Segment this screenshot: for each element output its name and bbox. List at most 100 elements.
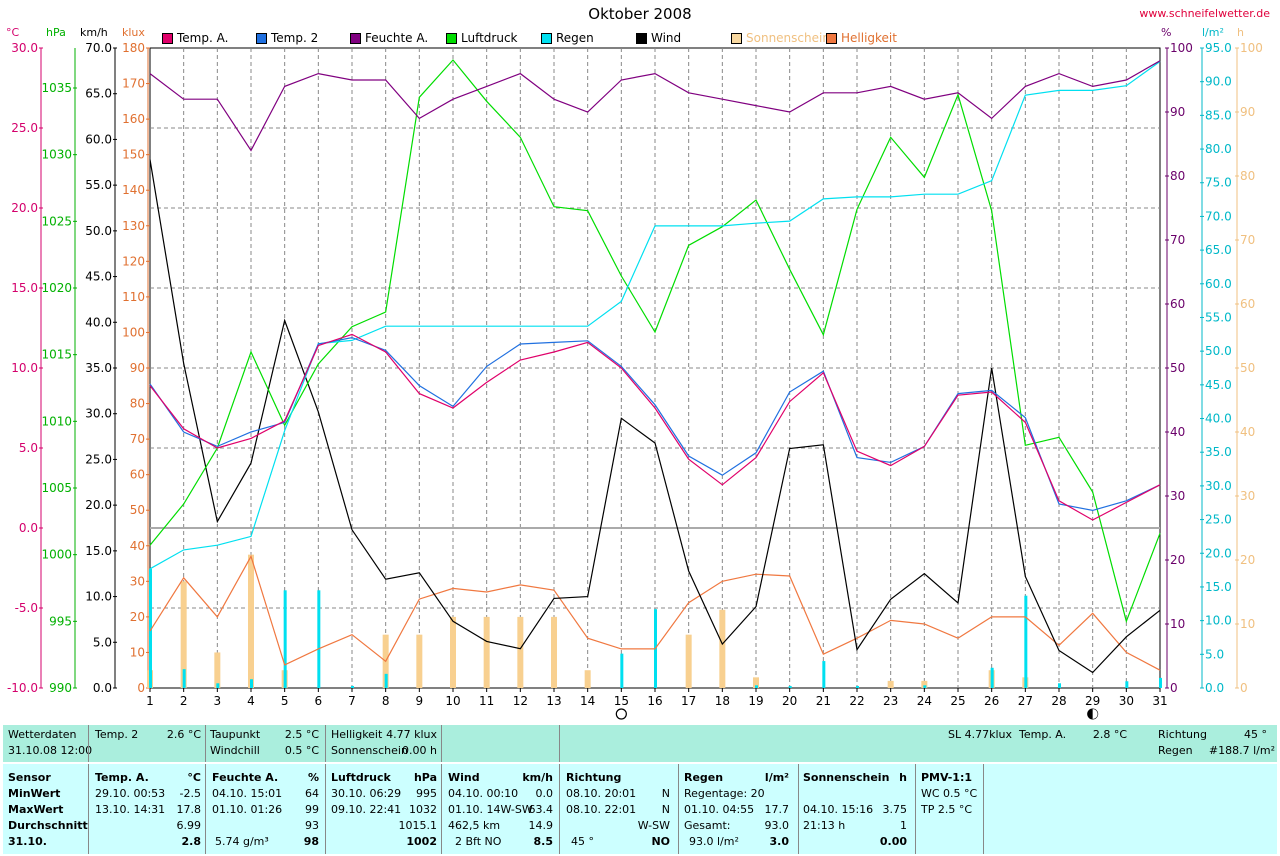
left-axis-tick-label: 20	[130, 610, 145, 624]
right-axis-tick-label: 50	[1240, 361, 1255, 375]
rain-daily-bar	[283, 590, 287, 688]
current-data-panel: Wetterdaten 31.10.08 12:00 Temp. 2 2.6 °…	[3, 725, 1277, 762]
chart-area: 1 2 3 4 5 6 7 8 9 10 11 12 13 14 15 16 17 18 19 20 21 22 23 24 2…	[7, 41, 1263, 720]
rain-daily-bar	[856, 685, 859, 688]
rain-daily-bar	[822, 661, 826, 688]
x-tick-label: 12	[513, 694, 528, 708]
legend-label: Sonnenschein	[746, 31, 830, 45]
axis-unit-sun: h	[1237, 26, 1244, 39]
sunshine-bar	[416, 634, 423, 688]
luftdruck-avg: 1015.1	[398, 819, 438, 832]
series-luftdruck	[149, 59, 1161, 624]
legend-item: Wind	[636, 31, 681, 45]
right-axis-tick-label: 40	[1170, 425, 1185, 439]
x-tick-label: 26	[984, 694, 999, 708]
axis-unit-temp: °C	[6, 26, 20, 39]
richtung-avg: W-SW	[637, 819, 670, 832]
regentage: Regentage: 20	[684, 787, 765, 800]
helligkeit-value: 4.77 klux	[386, 728, 437, 741]
right-axis-tick-label: 30	[1240, 489, 1255, 503]
sensor-header: Sensor	[8, 771, 51, 784]
regen-unit: l/m²	[764, 771, 789, 784]
regen-current: 3.0	[769, 835, 790, 848]
rain-daily-bar	[317, 590, 321, 688]
x-tick-label: 28	[1051, 694, 1066, 708]
left-axis-tick-label: 1010	[41, 414, 72, 428]
moon-icon-half	[1092, 709, 1098, 719]
right-axis-tick-label: 90	[1170, 105, 1185, 119]
tempa-unit: °C	[187, 771, 201, 784]
rain-daily-bar	[1159, 677, 1162, 688]
left-axis-tick-label: 100	[122, 325, 145, 339]
pmv-wc: WC 0.5 °C	[921, 787, 978, 800]
rain-daily-bar	[620, 653, 624, 688]
tempa-current: 2.8	[181, 835, 202, 848]
left-axis-tick-label: 30.0	[11, 41, 38, 55]
wind-header: Wind	[448, 771, 480, 784]
richtung-header: Richtung	[566, 771, 622, 784]
left-axis-tick-label: 130	[122, 219, 145, 233]
left-axis-tick-label: 110	[122, 290, 145, 304]
tempa-min-value: -2.5	[179, 787, 201, 800]
regen-value: #188.7 l/m²	[1208, 744, 1275, 757]
axis-unit-lux: klux	[122, 26, 145, 39]
sonne-max-value: 3.75	[882, 803, 908, 816]
right-axis-tick-label: 60.0	[1205, 277, 1232, 291]
right-axis-tick-label: 95.0	[1205, 41, 1232, 55]
right-axis-tick-label: 45.0	[1205, 378, 1232, 392]
right-axis-tick-label: 70	[1170, 233, 1185, 247]
right-axis-tick-label: 100	[1240, 41, 1263, 55]
right-axis-tick-label: 90	[1240, 105, 1255, 119]
right-axis-tick-label: 85.0	[1205, 108, 1232, 122]
legend-swatch	[162, 32, 173, 44]
right-axis-tick-label: 55.0	[1205, 310, 1232, 324]
left-axis-tick-label: 65.0	[85, 87, 112, 101]
legend-swatch	[826, 32, 837, 44]
left-axis-tick-label: 50.0	[85, 224, 112, 238]
right-axis-tick-label: 0	[1170, 681, 1178, 695]
left-axis-tick-label: 60	[130, 468, 145, 482]
x-tick-label: 10	[445, 694, 460, 708]
x-tick-label: 11	[479, 694, 494, 708]
sunshine-bar	[551, 616, 557, 688]
regen-current-sum: 93.0 l/m²	[689, 835, 739, 848]
right-axis-tick-label: 5.0	[1205, 647, 1224, 661]
regen-max-time: 01.10. 04:55	[684, 803, 755, 816]
left-axis-tick-label: 40	[130, 539, 145, 553]
left-axis-tick-label: 1035	[41, 81, 72, 95]
left-axis-tick-label: 140	[122, 183, 145, 197]
wind-min-value: 0.0	[535, 787, 554, 800]
left-axis-tick-label: 120	[122, 254, 145, 268]
series-feuchte-a-	[149, 60, 1161, 152]
regen-gesamt-label: Gesamt:	[684, 819, 731, 832]
x-tick-label: 23	[883, 694, 898, 708]
left-axis-tick-label: 1000	[41, 548, 72, 562]
tempa-value: 2.8 °C	[1092, 728, 1127, 741]
left-axis-tick-label: 45.0	[85, 270, 112, 284]
legend-label: Luftdruck	[461, 31, 518, 45]
feuchte-avg: 93	[305, 819, 319, 832]
right-axis-tick-label: 40.0	[1205, 412, 1232, 426]
tempa-label: Temp. A.	[1019, 728, 1067, 741]
rain-daily-bar	[384, 673, 388, 688]
legend-swatch	[731, 32, 742, 44]
richtung-value: 45 °	[1244, 728, 1267, 741]
sonne-current: 0.00	[879, 835, 907, 848]
pmv-header: PMV-1:1	[921, 771, 972, 784]
luftdruck-max-value: 1032	[409, 803, 437, 816]
tempa-avg: 6.99	[176, 819, 202, 832]
right-axis-tick-label: 0.0	[1205, 681, 1224, 695]
x-tick-label: 22	[849, 694, 864, 708]
tempa-max-time: 13.10. 14:31	[95, 803, 166, 816]
right-axis-tick-label: 10	[1240, 617, 1255, 631]
rain-daily-bar	[182, 669, 186, 688]
feuchte-max-time: 01.10. 01:26	[212, 803, 283, 816]
legend-swatch	[256, 32, 267, 44]
richtung-max-value: N	[661, 803, 670, 816]
windchill-label: Windchill	[210, 744, 260, 757]
site-url[interactable]: www.schneifelwetter.de	[1139, 7, 1270, 20]
legend-item: Luftdruck	[446, 31, 518, 45]
x-tick-label: 2	[180, 694, 188, 708]
wetterdaten-label: Wetterdaten	[8, 728, 77, 741]
right-axis-tick-label: 20.0	[1205, 546, 1232, 560]
